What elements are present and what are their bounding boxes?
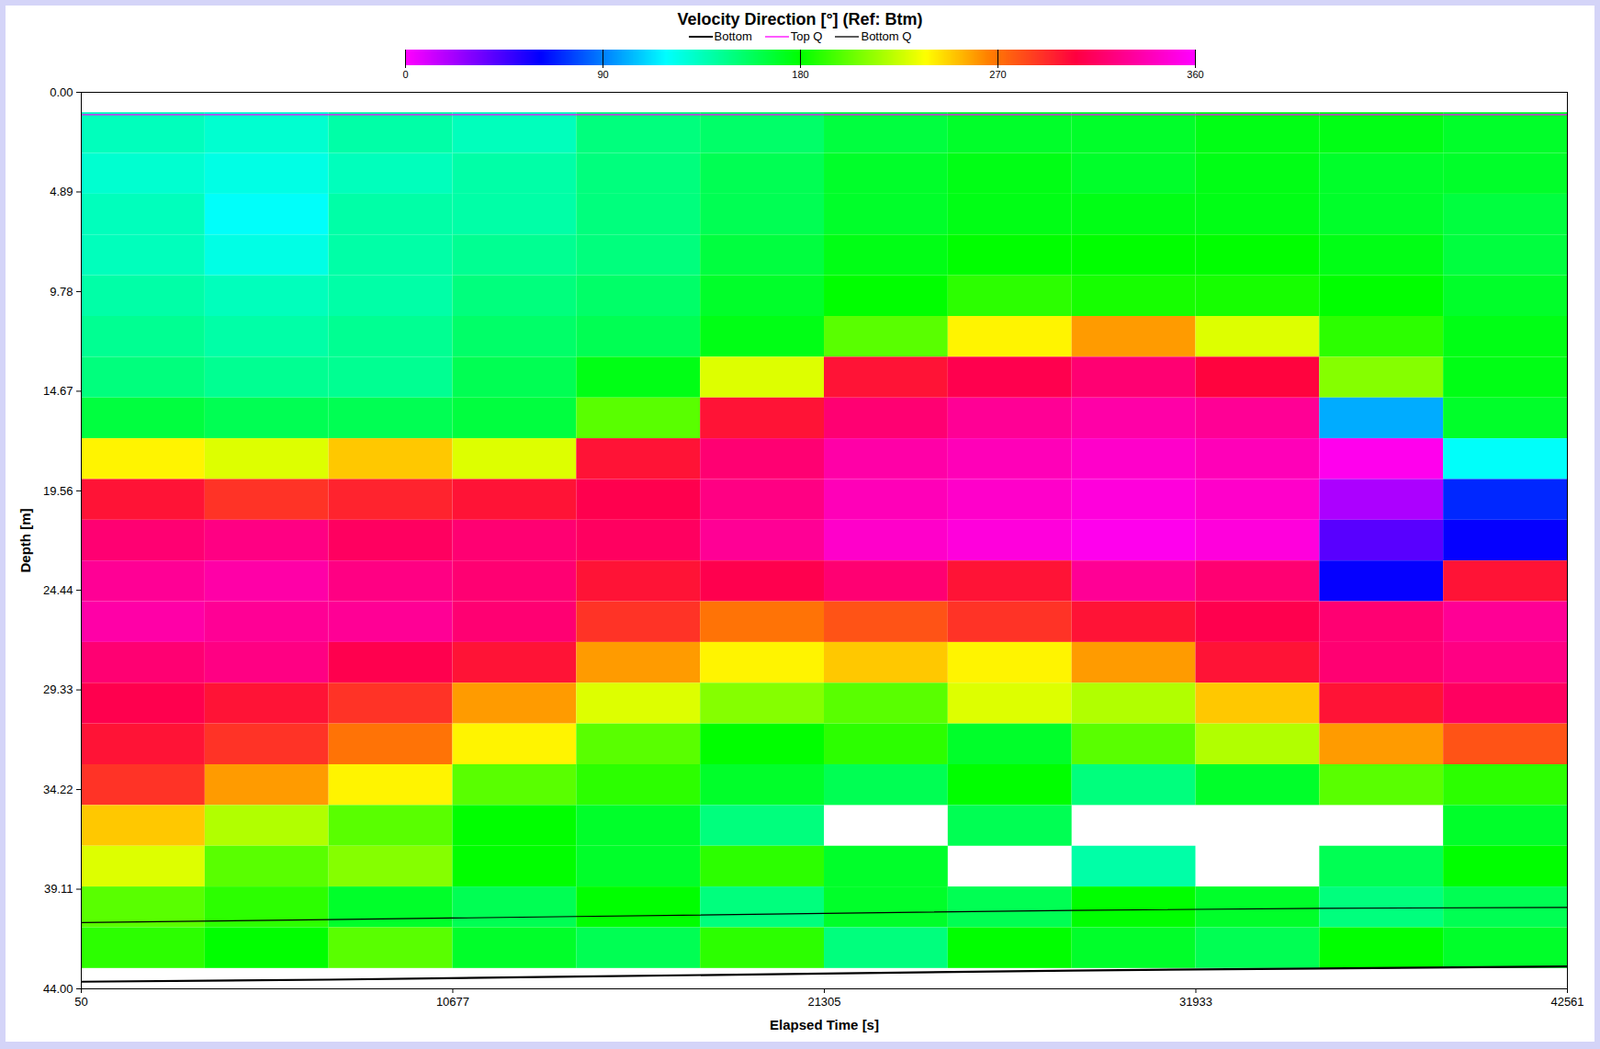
html-text:Bottom Q: Bottom Q <box>861 29 912 44</box>
svg-text:10677: 10677 <box>436 994 470 1009</box>
svg-text:34.22: 34.22 <box>43 782 74 797</box>
svg-text:19.56: 19.56 <box>43 484 74 498</box>
svg-text:50: 50 <box>74 994 88 1009</box>
svg-text:39.11: 39.11 <box>44 881 74 896</box>
svg-text:14.67: 14.67 <box>43 383 74 398</box>
svg-text:31933: 31933 <box>1179 994 1213 1009</box>
svg-text:90: 90 <box>597 68 609 80</box>
html-text:Top Q: Top Q <box>790 29 823 44</box>
svg-text:42561: 42561 <box>1550 994 1584 1009</box>
html-text:Bottom: Bottom <box>714 29 753 44</box>
svg-text:Depth [m]: Depth [m] <box>17 508 34 574</box>
svg-text:29.33: 29.33 <box>43 682 74 697</box>
svg-text:0.00: 0.00 <box>49 85 73 100</box>
html-text:Velocity Direction [°] (Ref: B: Velocity Direction [°] (Ref: Btm) <box>677 10 923 29</box>
svg-text:360: 360 <box>1186 68 1204 80</box>
svg-text:0: 0 <box>402 68 408 80</box>
svg-text:270: 270 <box>989 68 1006 80</box>
svg-text:4.89: 4.89 <box>49 184 73 199</box>
svg-text:21305: 21305 <box>807 994 841 1009</box>
svg-text:24.44: 24.44 <box>43 583 74 598</box>
svg-text:44.00: 44.00 <box>43 981 74 996</box>
svg-text:9.78: 9.78 <box>49 284 73 299</box>
svg-text:180: 180 <box>791 68 809 80</box>
svg-text:Elapsed Time [s]: Elapsed Time [s] <box>769 1016 879 1033</box>
